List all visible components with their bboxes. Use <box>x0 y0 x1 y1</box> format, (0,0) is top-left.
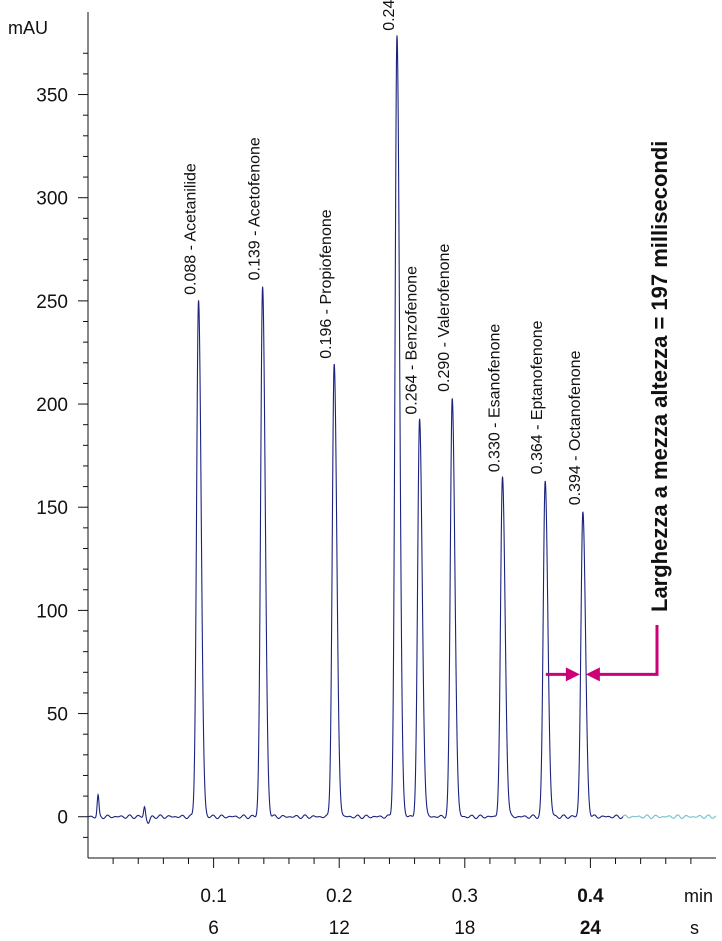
x-tick-label-min: 0.2 <box>326 886 352 907</box>
y-tick-label: 200 <box>36 395 68 416</box>
peak-label: 0.196 - Propiofenone <box>318 209 335 359</box>
peak-label: 0.364 - Eptanofenone <box>529 320 546 474</box>
x-unit-label-s: s <box>690 918 699 938</box>
peak-label: 0.330 - Esanofenone <box>487 324 504 473</box>
y-tick-label: 250 <box>36 292 68 313</box>
peak-label: 0.088 - Acetanilide <box>183 163 200 295</box>
peak-labels: 0.088 - Acetanilide 0.139 - Acetofenone 0.… <box>183 0 584 505</box>
x-tick-label-min: 0.1 <box>200 886 226 907</box>
arrow-left-head <box>565 667 580 682</box>
peak-label: 0.290 - Valerofenone <box>436 244 453 392</box>
arrow-right-head <box>585 667 600 682</box>
x-unit-label-min: min <box>684 886 713 906</box>
y-tick-label: 50 <box>47 705 68 726</box>
chromatogram-trace-tail <box>622 814 717 820</box>
y-tick-label: 100 <box>36 601 68 622</box>
x-tick-label-s: 12 <box>329 918 350 939</box>
chromatogram-trace <box>87 35 624 824</box>
fwhm-annotation: Larghezza a mezza altezza = 197 millisec… <box>545 141 672 682</box>
fwhm-annotation-text: Larghezza a mezza altezza = 197 millisec… <box>647 141 672 612</box>
arrow-right-leader <box>597 625 659 676</box>
x-tick-label-s: 24 <box>580 918 602 939</box>
x-tick-label-s: 18 <box>454 918 475 939</box>
peak-label: 0.394 - Octanofenone <box>567 350 584 505</box>
peak-label: 0.246 - Butirrofenone <box>381 0 398 31</box>
y-tick-label: 300 <box>36 189 68 210</box>
peak-label: 0.139 - Acetofenone <box>247 137 264 280</box>
x-tick-label-s: 6 <box>208 918 219 939</box>
x-tick-label-min: 0.4 <box>577 886 604 907</box>
y-axis-ticks: 0 50 100 150 200 250 300 350 <box>36 52 88 838</box>
peak-label: 0.264 - Benzofenone <box>404 266 421 415</box>
y-tick-label: 350 <box>36 86 68 107</box>
x-axis-ticks: 0.1 0.2 0.3 0.4 6 12 18 24 <box>112 858 692 939</box>
y-tick-label: 150 <box>36 498 68 519</box>
y-tick-label: 0 <box>57 808 68 829</box>
y-unit-label: mAU <box>8 18 48 38</box>
x-tick-label-min: 0.3 <box>452 886 478 907</box>
